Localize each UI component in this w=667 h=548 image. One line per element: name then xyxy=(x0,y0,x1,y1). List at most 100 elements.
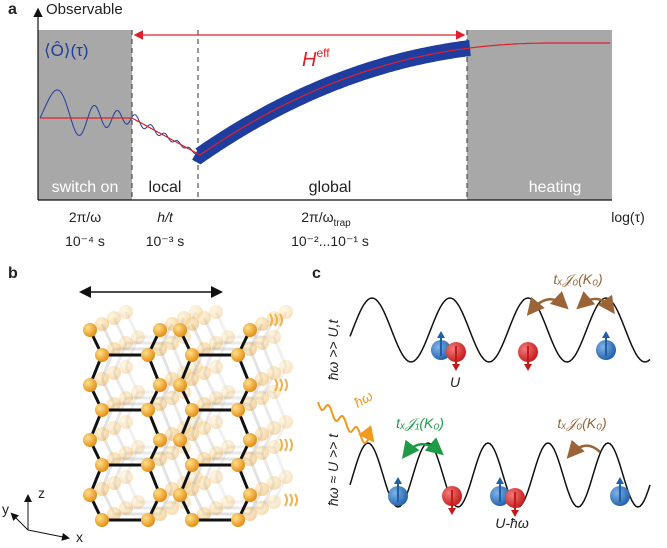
atom xyxy=(185,482,199,496)
axis-label: y xyxy=(2,501,9,517)
atom xyxy=(83,323,97,337)
atom xyxy=(119,415,133,429)
atom xyxy=(107,366,121,380)
atom xyxy=(119,305,133,319)
timescale-name: h/t xyxy=(157,209,174,225)
observable-label: ⟨Ô⟩(τ) xyxy=(44,41,89,60)
atom xyxy=(141,403,155,417)
atom xyxy=(165,336,179,350)
atom xyxy=(209,470,223,484)
atom xyxy=(107,421,121,435)
atom xyxy=(95,317,109,331)
atom xyxy=(255,336,269,350)
atom xyxy=(279,415,293,429)
atom xyxy=(95,403,109,417)
timescale-name: 2π/ω xyxy=(69,209,101,225)
x-axis-label: log(τ) xyxy=(611,209,645,225)
spin-head xyxy=(394,477,402,484)
drive-wave xyxy=(290,439,292,451)
atom xyxy=(209,415,223,429)
spin-head xyxy=(616,477,624,484)
atom xyxy=(95,482,109,496)
atom xyxy=(95,372,109,386)
atom xyxy=(185,348,199,362)
atom xyxy=(165,446,179,460)
atom xyxy=(243,433,257,447)
atom xyxy=(107,311,121,325)
atom xyxy=(267,440,281,454)
atom xyxy=(231,458,245,472)
spin-head xyxy=(524,364,532,371)
heff-sup: eff xyxy=(316,46,330,60)
atom xyxy=(267,385,281,399)
drive-wave xyxy=(295,494,297,506)
atom xyxy=(141,458,155,472)
atom xyxy=(119,360,133,374)
observable-band xyxy=(196,48,470,155)
atom xyxy=(119,470,133,484)
atom xyxy=(95,458,109,472)
atom xyxy=(141,348,155,362)
timescale-name: 2π/ω xyxy=(301,209,333,225)
atom xyxy=(153,397,167,411)
atom xyxy=(231,403,245,417)
atom xyxy=(267,366,281,380)
atom xyxy=(153,323,167,337)
atom xyxy=(107,476,121,490)
atom xyxy=(231,513,245,527)
region-label: local xyxy=(149,179,182,196)
atom xyxy=(243,342,257,356)
atom xyxy=(165,501,179,515)
atom xyxy=(243,452,257,466)
region-label: heating xyxy=(529,179,582,196)
atom xyxy=(267,311,281,325)
atom xyxy=(141,513,155,527)
region-bg xyxy=(467,30,612,200)
atom xyxy=(185,458,199,472)
atom xyxy=(255,427,269,441)
atom xyxy=(153,452,167,466)
drive-wave xyxy=(285,379,287,391)
atom xyxy=(153,433,167,447)
atom xyxy=(279,470,293,484)
atom xyxy=(185,372,199,386)
timescale: h/t xyxy=(157,209,174,225)
atom xyxy=(255,446,269,460)
timescale-sub: trap xyxy=(334,218,352,229)
atom xyxy=(267,476,281,490)
atom xyxy=(243,397,257,411)
atom xyxy=(209,305,223,319)
atom xyxy=(255,372,269,386)
atom xyxy=(209,360,223,374)
timescale: 2π/ω xyxy=(69,209,101,225)
drive-label: ħω xyxy=(351,387,375,410)
interaction-label: U xyxy=(450,374,461,390)
atom xyxy=(83,378,97,392)
atom xyxy=(255,482,269,496)
spin-head xyxy=(437,331,445,338)
spin-head xyxy=(448,508,456,515)
regime-label: ħω ≈ U >> t xyxy=(325,433,341,506)
regime-label: ħω >> U,t xyxy=(325,319,341,381)
axis xyxy=(28,530,68,538)
spin-head xyxy=(602,331,610,338)
timescale-time: 10⁻⁴ s xyxy=(65,233,105,249)
panel-b: b z y x xyxy=(2,265,297,545)
region-label: switch on xyxy=(52,179,119,196)
atom xyxy=(267,495,281,509)
atom xyxy=(231,348,245,362)
drive-wave xyxy=(285,439,287,451)
atom xyxy=(95,427,109,441)
atom xyxy=(173,433,187,447)
atom xyxy=(185,513,199,527)
atom xyxy=(173,378,187,392)
atom xyxy=(267,421,281,435)
hop-arrow xyxy=(570,446,600,455)
atom xyxy=(165,391,179,405)
panel-label: c xyxy=(312,265,321,282)
panel-c: c ħω >> U,t U tₓ𝒥₀(K₀) ħω ≈ U >> t ħω tₓ… xyxy=(312,265,650,531)
spin-head xyxy=(496,477,504,484)
heff-base: H xyxy=(302,49,317,71)
atom xyxy=(197,421,211,435)
drive-wave xyxy=(290,494,292,506)
